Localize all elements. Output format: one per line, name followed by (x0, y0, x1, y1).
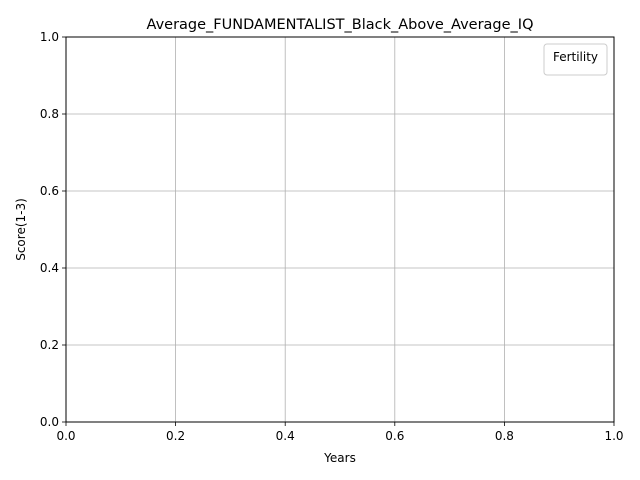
plot-frame (65, 36, 615, 423)
grid (65, 36, 615, 423)
legend-box (543, 43, 608, 76)
x-axis-label: Years (323, 451, 356, 465)
x-tick-label: 0.4 (276, 429, 295, 443)
y-axis-label: Score(1-3) (14, 198, 28, 261)
x-tick-label: 0.8 (495, 429, 514, 443)
y-axis: 0.0 0.2 0.4 0.6 0.8 1.0 (40, 30, 66, 429)
y-tick-label: 0.4 (40, 261, 59, 275)
chart-title: Average_FUNDAMENTALIST_Black_Above_Avera… (147, 17, 534, 33)
y-tick-label: 0.6 (40, 184, 59, 198)
x-axis: 0.0 0.2 0.4 0.6 0.8 1.0 (56, 422, 624, 443)
y-tick-label: 0.2 (40, 338, 59, 352)
x-tick-label: 0.0 (56, 429, 75, 443)
y-tick-label: 1.0 (40, 30, 59, 44)
legend-title: Fertility (553, 50, 598, 64)
y-tick-label: 0.0 (40, 415, 59, 429)
x-tick-label: 0.2 (166, 429, 185, 443)
y-tick-label: 0.8 (40, 107, 59, 121)
x-tick-label: 1.0 (604, 429, 623, 443)
legend: Fertility (543, 43, 608, 76)
x-tick-label: 0.6 (385, 429, 404, 443)
